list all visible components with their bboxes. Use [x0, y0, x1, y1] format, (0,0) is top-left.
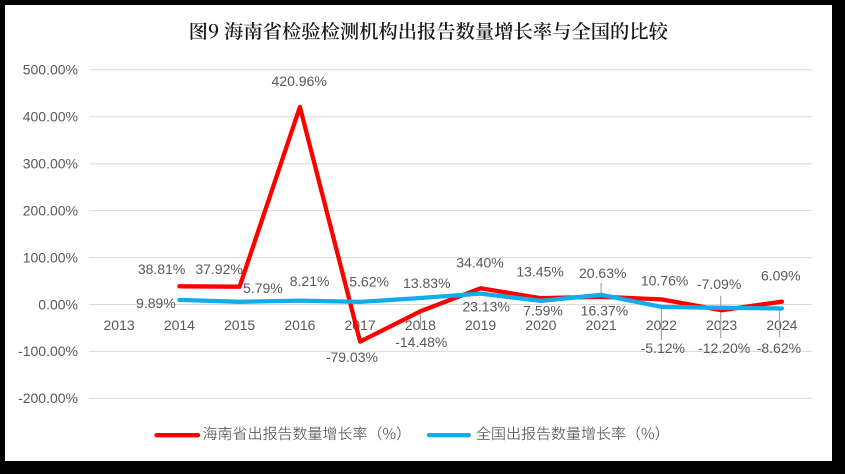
svg-text:2020: 2020 [525, 317, 556, 333]
svg-text:-200.00%: -200.00% [18, 390, 78, 406]
svg-text:2019: 2019 [465, 317, 496, 333]
svg-text:7.59%: 7.59% [523, 303, 563, 319]
svg-text:5.62%: 5.62% [349, 274, 389, 290]
svg-text:100.00%: 100.00% [23, 249, 78, 265]
svg-text:2013: 2013 [104, 317, 135, 333]
svg-text:13.45%: 13.45% [516, 264, 563, 280]
svg-text:-5.12%: -5.12% [641, 340, 685, 356]
svg-text:10.76%: 10.76% [641, 273, 688, 289]
svg-text:400.00%: 400.00% [23, 109, 78, 125]
svg-text:2021: 2021 [586, 317, 617, 333]
svg-text:8.21%: 8.21% [290, 273, 330, 289]
svg-text:-7.09%: -7.09% [697, 276, 741, 292]
svg-text:500.00%: 500.00% [23, 62, 78, 78]
svg-text:23.13%: 23.13% [462, 298, 509, 314]
svg-text:-14.48%: -14.48% [395, 334, 447, 350]
svg-text:13.83%: 13.83% [403, 275, 450, 291]
svg-text:34.40%: 34.40% [456, 255, 503, 271]
svg-text:300.00%: 300.00% [23, 156, 78, 172]
svg-text:20.63%: 20.63% [579, 265, 626, 281]
svg-text:2023: 2023 [706, 317, 737, 333]
svg-text:420.96%: 420.96% [272, 73, 327, 89]
svg-text:5.79%: 5.79% [243, 280, 283, 296]
svg-text:-8.62%: -8.62% [757, 340, 801, 356]
svg-text:2017: 2017 [345, 317, 376, 333]
svg-text:2015: 2015 [224, 317, 255, 333]
svg-text:37.92%: 37.92% [195, 261, 242, 277]
svg-text:-79.03%: -79.03% [326, 349, 378, 365]
svg-text:38.81%: 38.81% [138, 261, 185, 277]
svg-text:-100.00%: -100.00% [18, 343, 78, 359]
svg-text:2024: 2024 [766, 317, 797, 333]
svg-text:9.89%: 9.89% [136, 295, 176, 311]
svg-text:2014: 2014 [164, 317, 195, 333]
svg-text:6.09%: 6.09% [761, 268, 801, 284]
svg-text:200.00%: 200.00% [23, 202, 78, 218]
svg-text:0.00%: 0.00% [38, 296, 78, 312]
svg-text:-12.20%: -12.20% [698, 340, 750, 356]
svg-text:16.37%: 16.37% [581, 303, 628, 319]
svg-text:2016: 2016 [284, 317, 315, 333]
